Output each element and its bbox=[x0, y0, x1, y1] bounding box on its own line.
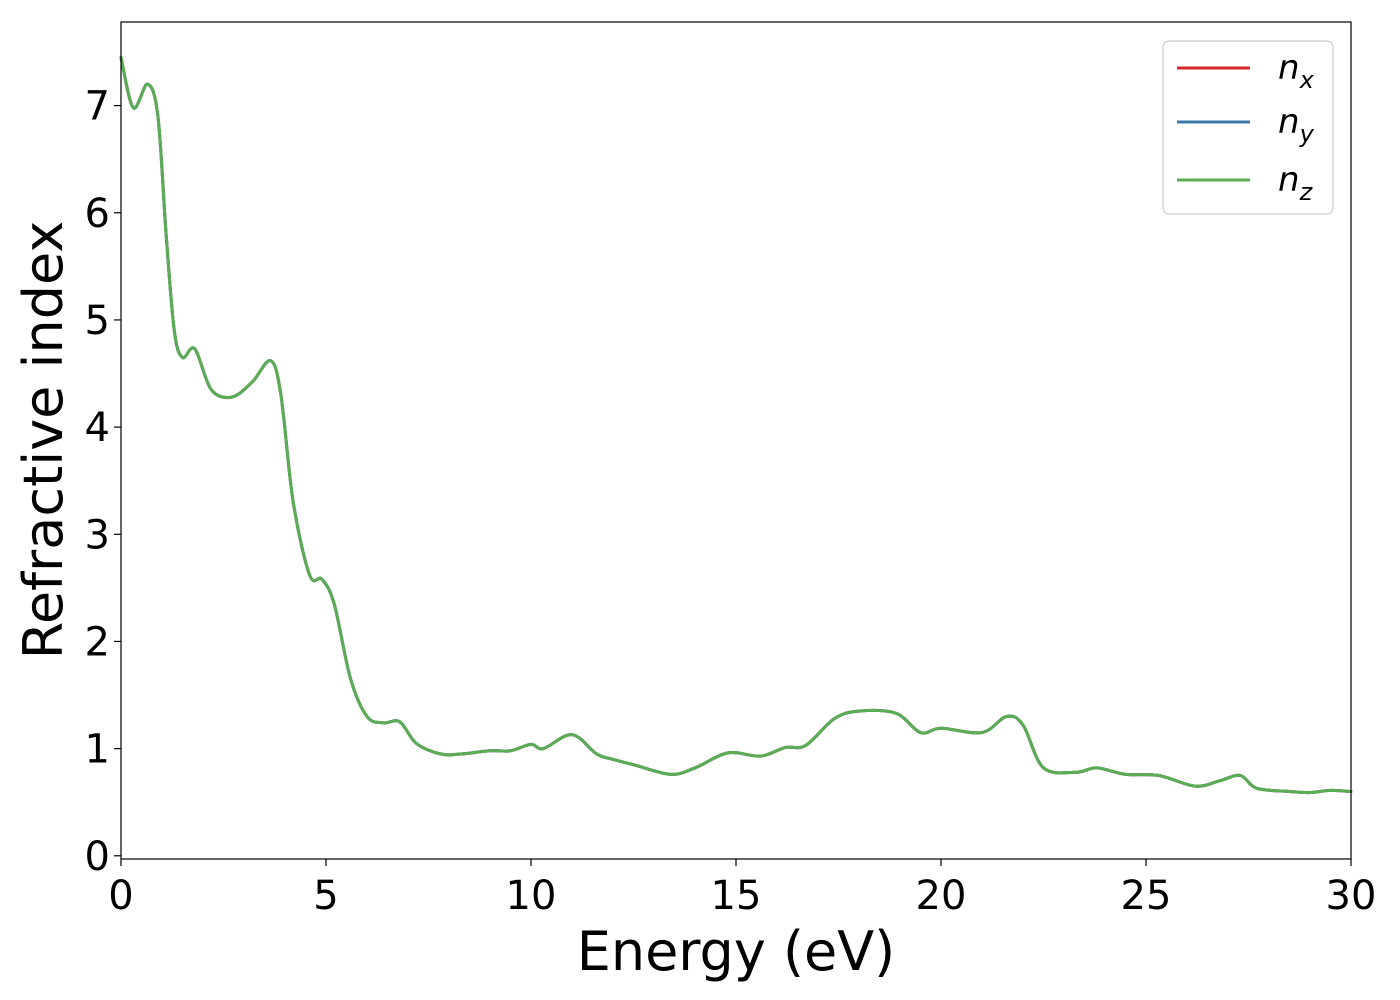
x-tick-label: 25 bbox=[1121, 873, 1172, 919]
x-tick-label: 0 bbox=[108, 873, 133, 919]
legend-label-symbol: n bbox=[1278, 160, 1300, 200]
y-tick-label: 7 bbox=[85, 84, 110, 130]
y-tick-label: 1 bbox=[85, 727, 110, 773]
y-tick-label: 6 bbox=[85, 191, 110, 237]
legend-label-subscript: x bbox=[1299, 66, 1315, 94]
legend-label-subscript: z bbox=[1299, 178, 1314, 206]
y-tick-label: 2 bbox=[85, 619, 110, 665]
legend-label-subscript: y bbox=[1299, 120, 1315, 148]
plot-area-frame bbox=[120, 21, 1352, 860]
x-tick-label: 30 bbox=[1326, 873, 1377, 919]
legend-label-x: nx bbox=[1278, 48, 1315, 94]
legend-label-symbol: n bbox=[1278, 48, 1300, 88]
legend-label-z: nz bbox=[1278, 160, 1314, 206]
y-axis-label: Refractive index bbox=[12, 221, 75, 660]
y-tick-label: 0 bbox=[85, 834, 110, 880]
y-tick-label: 5 bbox=[85, 298, 110, 344]
x-tick-label: 20 bbox=[916, 873, 967, 919]
data-series bbox=[119, 55, 1353, 795]
legend-label-symbol: n bbox=[1278, 102, 1300, 142]
x-tick-label: 5 bbox=[313, 873, 338, 919]
series-line-z bbox=[119, 55, 1353, 795]
x-tick-label: 10 bbox=[506, 873, 557, 919]
x-tick-label: 15 bbox=[711, 873, 762, 919]
y-tick-label: 4 bbox=[85, 405, 110, 451]
legend-label-y: ny bbox=[1278, 102, 1315, 148]
legend-box bbox=[1162, 40, 1334, 215]
axis-ticks: 0 5 10 15 20 25 30 0 1 2 3 4 5 6 7 bbox=[85, 84, 1377, 919]
x-axis-label: Energy (eV) bbox=[577, 920, 896, 983]
y-tick-label: 3 bbox=[85, 512, 110, 558]
